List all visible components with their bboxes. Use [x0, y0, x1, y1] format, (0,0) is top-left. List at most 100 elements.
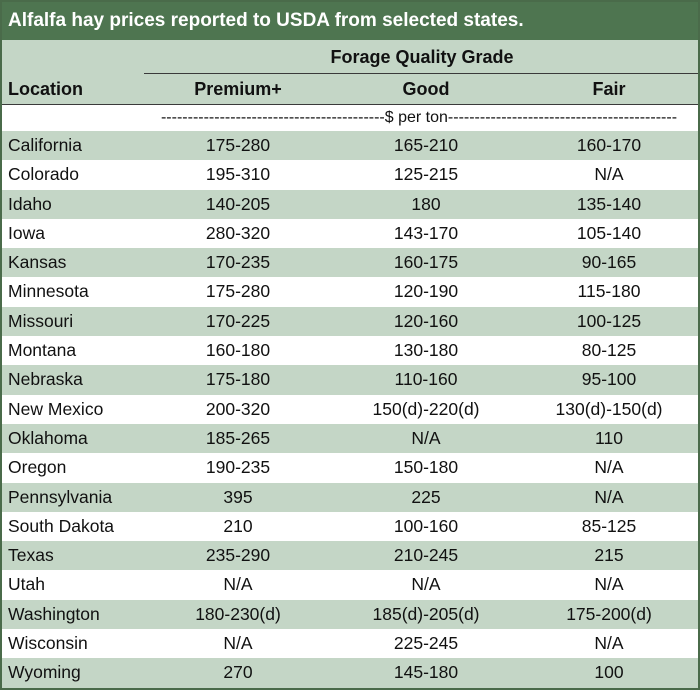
cell-premium: 270	[223, 662, 253, 683]
cell-fair: N/A	[594, 164, 624, 185]
cell-good: 143-170	[393, 222, 459, 243]
cell-location: Minnesota	[8, 281, 89, 302]
table-row: Washington 180-230(d) 185(d)-205(d) 175-200…	[2, 599, 698, 630]
cell-good: 120-190	[393, 281, 459, 302]
cell-fair: 85-125	[581, 515, 637, 536]
cell-location: Oklahoma	[8, 427, 88, 448]
table-row: South Dakota 210 100-160 85-125	[2, 511, 698, 542]
cell-fair: 90-165	[581, 252, 637, 273]
table-row: Wisconsin N/A 225-245 N/A	[2, 629, 698, 659]
cell-fair: 110	[595, 427, 623, 448]
cell-location: Idaho	[8, 193, 52, 214]
cell-premium: N/A	[223, 633, 253, 654]
cell-good: 100-160	[393, 515, 459, 536]
cell-fair: 115-180	[577, 281, 641, 302]
cell-fair: 95-100	[581, 369, 637, 390]
cell-premium: 170-235	[205, 252, 271, 273]
table-row: New Mexico 200-320 150(d)-220(d) 130(d)-150…	[2, 394, 698, 424]
cell-location: Utah	[8, 574, 45, 595]
cell-location: Pennsylvania	[8, 486, 113, 507]
cell-fair: 100	[594, 662, 624, 683]
table-row: Idaho 140-205 180 135-140	[2, 189, 698, 219]
table-row: Oregon 190-235 150-180 N/A	[2, 453, 698, 483]
cell-premium: 190-235	[205, 457, 271, 478]
table-row: Texas 235-290 210-245 215	[2, 541, 698, 571]
cell-premium: 175-180	[205, 369, 271, 390]
cell-premium: 175-280	[205, 135, 271, 155]
table-row: Missouri 170-225 120-160 100-125	[2, 306, 698, 337]
cell-premium: 140-205	[205, 193, 271, 214]
table-body: California 175-280 165-210 160-170 Colorado 1…	[2, 131, 698, 688]
cell-good: 225	[411, 486, 441, 507]
cell-good: N/A	[411, 427, 441, 448]
cell-premium: 235-290	[205, 545, 271, 566]
cell-fair: 130(d)-150(d)	[555, 398, 663, 419]
table-row: Nebraska 175-180 110-160 95-100	[2, 365, 698, 395]
cell-good: 225-245	[393, 633, 459, 654]
cell-fair: N/A	[594, 633, 624, 654]
table-row: Pennsylvania 395 225 N/A	[2, 482, 698, 512]
table-title: Alfalfa hay prices reported to USDA from…	[2, 2, 698, 40]
cell-premium: 185-265	[205, 427, 271, 448]
cell-good: 145-180	[393, 662, 459, 683]
cell-premium: N/A	[223, 574, 253, 595]
cell-premium: 280-320	[205, 222, 271, 243]
cell-premium: 395	[223, 486, 253, 507]
cell-location: Colorado	[8, 164, 80, 185]
cell-location: California	[8, 135, 82, 155]
table-row: Iowa 280-320 143-170 105-140	[2, 218, 698, 249]
cell-good: N/A	[411, 574, 441, 595]
cell-fair: 80-125	[581, 340, 637, 361]
cell-fair: 160-170	[576, 135, 642, 155]
cell-fair: 105-140	[576, 222, 642, 243]
cell-fair: N/A	[594, 457, 624, 478]
table-row: Oklahoma 185-265 N/A 110	[2, 423, 698, 454]
cell-good: 130-180	[393, 340, 459, 361]
cell-good: 110-160	[394, 369, 458, 390]
group-header: Forage Quality Grade	[330, 47, 514, 67]
column-header-premium: Premium+	[194, 79, 282, 99]
cell-location: Iowa	[8, 222, 45, 243]
table-header: Forage Quality Grade Location Premium+ G…	[2, 40, 698, 104]
cell-premium: 210	[223, 515, 253, 536]
table-row: Colorado 195-310 125-215 N/A	[2, 160, 698, 190]
cell-good: 150(d)-220(d)	[372, 398, 480, 419]
cell-good: 160-175	[393, 252, 459, 273]
cell-location: Missouri	[8, 310, 74, 331]
cell-good: 165-210	[393, 135, 459, 155]
table-row: Wyoming 270 145-180 100	[2, 658, 698, 688]
table-row: California 175-280 165-210 160-170	[2, 131, 698, 161]
cell-location: Nebraska	[8, 369, 83, 390]
cell-location: New Mexico	[8, 398, 104, 419]
cell-fair: 215	[594, 545, 624, 566]
cell-premium: 200-320	[205, 398, 271, 419]
cell-location: Wyoming	[8, 662, 81, 683]
cell-premium: 175-280	[205, 281, 271, 302]
column-header-location: Location	[8, 79, 83, 99]
cell-location: Texas	[8, 545, 54, 566]
cell-good: 185(d)-205(d)	[372, 603, 480, 624]
units-row: ----------------------------------------…	[2, 104, 698, 131]
table-row: Minnesota 175-280 120-190 115-180	[2, 277, 698, 307]
cell-fair: N/A	[594, 486, 624, 507]
column-header-good: Good	[402, 79, 450, 99]
cell-premium: 160-180	[205, 340, 271, 361]
cell-good: 180	[411, 193, 441, 214]
cell-location: Montana	[8, 340, 77, 361]
cell-fair: 135-140	[576, 193, 642, 214]
cell-fair: 100-125	[576, 310, 642, 331]
cell-good: 125-215	[393, 164, 459, 185]
cell-good: 120-160	[393, 310, 459, 331]
cell-location: Kansas	[8, 252, 67, 273]
cell-good: 210-245	[393, 545, 459, 566]
cell-fair: N/A	[594, 574, 624, 595]
cell-premium: 195-310	[205, 164, 271, 185]
group-header-rule	[144, 73, 698, 74]
column-header-fair: Fair	[592, 79, 626, 99]
table-row: Utah N/A N/A N/A	[2, 570, 698, 600]
cell-fair: 175-200(d)	[566, 603, 652, 624]
cell-premium: 180-230(d)	[195, 603, 281, 624]
units-label: ----------------------------------------…	[160, 109, 678, 126]
cell-location: South Dakota	[8, 515, 115, 536]
cell-location: Oregon	[8, 457, 67, 478]
